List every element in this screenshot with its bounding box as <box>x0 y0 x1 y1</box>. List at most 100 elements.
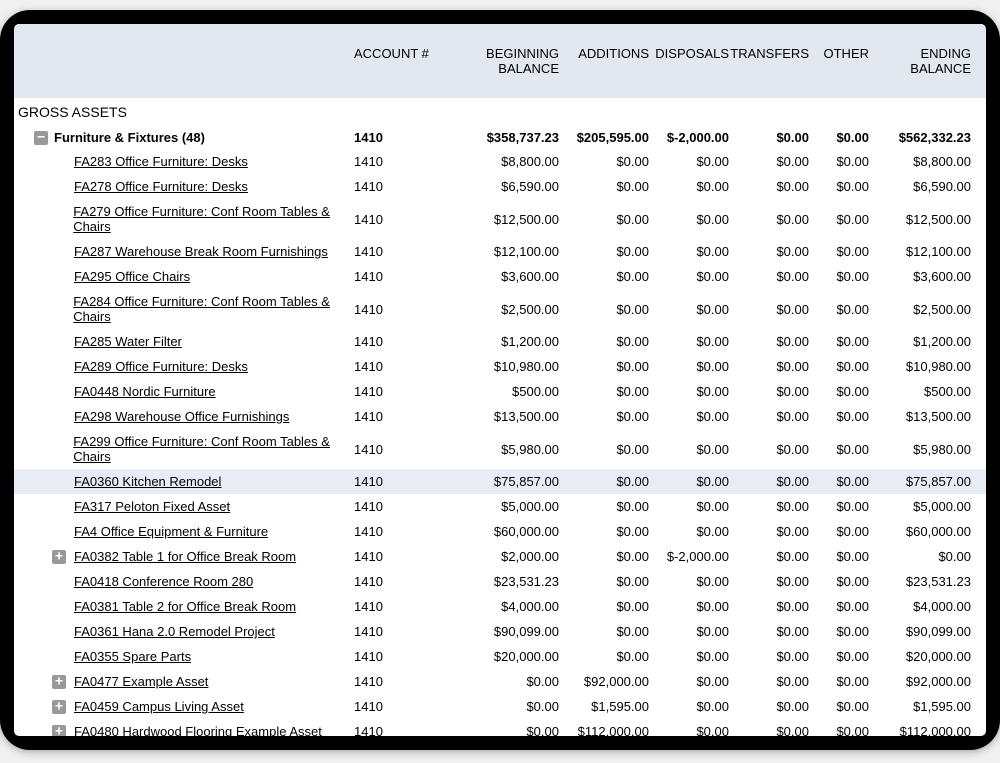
asset-name-cell: FA0355 Spare Parts <box>14 649 354 664</box>
asset-link[interactable]: FA283 Office Furniture: Desks <box>74 154 248 169</box>
cell-ending: $0.00 <box>869 549 979 564</box>
cell-other: $0.00 <box>809 409 869 424</box>
asset-link[interactable]: FA0448 Nordic Furniture <box>74 384 216 399</box>
cell-disposals: $0.00 <box>649 524 729 539</box>
cell-transfers: $0.00 <box>729 179 809 194</box>
header-additions: ADDITIONS <box>559 46 649 76</box>
asset-name-cell: + FA0382 Table 1 for Office Break Room <box>14 549 354 564</box>
cell-beginning: $13,500.00 <box>444 409 559 424</box>
table-row[interactable]: FA0360 Kitchen Remodel1410$75,857.00$0.0… <box>14 469 986 494</box>
cell-beginning: $20,000.00 <box>444 649 559 664</box>
table-row[interactable]: FA279 Office Furniture: Conf Room Tables… <box>14 199 986 239</box>
table-row[interactable]: FA284 Office Furniture: Conf Room Tables… <box>14 289 986 329</box>
collapse-icon[interactable]: − <box>34 131 48 145</box>
cell-additions: $0.00 <box>559 302 649 317</box>
cell-disposals: $0.00 <box>649 154 729 169</box>
expand-icon[interactable]: + <box>52 550 66 564</box>
expand-icon[interactable]: + <box>52 725 66 737</box>
asset-link[interactable]: FA0361 Hana 2.0 Remodel Project <box>74 624 275 639</box>
table-row[interactable]: FA0448 Nordic Furniture1410$500.00$0.00$… <box>14 379 986 404</box>
category-row[interactable]: − Furniture & Fixtures (48) 1410 $358,73… <box>14 126 986 149</box>
asset-link[interactable]: FA0382 Table 1 for Office Break Room <box>74 549 296 564</box>
cell-other: $0.00 <box>809 359 869 374</box>
table-body: GROSS ASSETS − Furniture & Fixtures (48)… <box>14 98 986 736</box>
asset-link[interactable]: FA287 Warehouse Break Room Furnishings <box>74 244 328 259</box>
cell-beginning: $12,500.00 <box>444 212 559 227</box>
cell-transfers: $0.00 <box>729 244 809 259</box>
icon-spacer <box>52 525 66 539</box>
asset-link[interactable]: FA285 Water Filter <box>74 334 182 349</box>
cell-other: $0.00 <box>809 384 869 399</box>
table-row[interactable]: FA298 Warehouse Office Furnishings1410$1… <box>14 404 986 429</box>
cell-transfers: $0.00 <box>729 524 809 539</box>
asset-link[interactable]: FA289 Office Furniture: Desks <box>74 359 248 374</box>
table-row[interactable]: FA285 Water Filter1410$1,200.00$0.00$0.0… <box>14 329 986 354</box>
cell-disposals: $0.00 <box>649 474 729 489</box>
section-title: GROSS ASSETS <box>14 98 986 126</box>
cell-ending: $112,000.00 <box>869 724 979 736</box>
cell-other: $0.00 <box>809 649 869 664</box>
cell-beginning: $2,500.00 <box>444 302 559 317</box>
icon-spacer <box>52 155 66 169</box>
icon-spacer <box>52 410 66 424</box>
cell-ending: $1,595.00 <box>869 699 979 714</box>
asset-name-cell: FA299 Office Furniture: Conf Room Tables… <box>14 434 354 464</box>
asset-link[interactable]: FA295 Office Chairs <box>74 269 190 284</box>
icon-spacer <box>52 442 65 456</box>
asset-link[interactable]: FA298 Warehouse Office Furnishings <box>74 409 289 424</box>
cell-disposals: $0.00 <box>649 244 729 259</box>
cell-beginning: $0.00 <box>444 699 559 714</box>
asset-link[interactable]: FA0360 Kitchen Remodel <box>74 474 221 489</box>
table-row[interactable]: FA0355 Spare Parts1410$20,000.00$0.00$0.… <box>14 644 986 669</box>
cell-transfers: $0.00 <box>729 624 809 639</box>
table-row[interactable]: +FA0382 Table 1 for Office Break Room141… <box>14 544 986 569</box>
cell-disposals: $0.00 <box>649 674 729 689</box>
cell-beginning: $90,099.00 <box>444 624 559 639</box>
asset-link[interactable]: FA317 Peloton Fixed Asset <box>74 499 230 514</box>
asset-link[interactable]: FA279 Office Furniture: Conf Room Tables… <box>73 204 354 234</box>
expand-icon[interactable]: + <box>52 675 66 689</box>
asset-link[interactable]: FA0418 Conference Room 280 <box>74 574 253 589</box>
asset-name-cell: + FA0480 Hardwood Flooring Example Asset <box>14 724 354 736</box>
cell-beginning: $10,980.00 <box>444 359 559 374</box>
asset-name-cell: + FA0477 Example Asset <box>14 674 354 689</box>
asset-name-cell: FA317 Peloton Fixed Asset <box>14 499 354 514</box>
cell-account: 1410 <box>354 269 444 284</box>
cell-other: $0.00 <box>809 499 869 514</box>
table-row[interactable]: FA287 Warehouse Break Room Furnishings14… <box>14 239 986 264</box>
cell-additions: $0.00 <box>559 442 649 457</box>
cell-disposals: $0.00 <box>649 384 729 399</box>
asset-link[interactable]: FA0381 Table 2 for Office Break Room <box>74 599 296 614</box>
cell-additions: $0.00 <box>559 624 649 639</box>
cell-disposals: $-2,000.00 <box>649 549 729 564</box>
asset-link[interactable]: FA4 Office Equipment & Furniture <box>74 524 268 539</box>
table-row[interactable]: FA278 Office Furniture: Desks1410$6,590.… <box>14 174 986 199</box>
asset-link[interactable]: FA0477 Example Asset <box>74 674 208 689</box>
cell-disposals: $0.00 <box>649 442 729 457</box>
asset-link[interactable]: FA0355 Spare Parts <box>74 649 191 664</box>
table-row[interactable]: FA283 Office Furniture: Desks1410$8,800.… <box>14 149 986 174</box>
cell-ending: $60,000.00 <box>869 524 979 539</box>
table-row[interactable]: FA0418 Conference Room 2801410$23,531.23… <box>14 569 986 594</box>
asset-link[interactable]: FA284 Office Furniture: Conf Room Tables… <box>73 294 354 324</box>
table-row[interactable]: FA317 Peloton Fixed Asset1410$5,000.00$0… <box>14 494 986 519</box>
cell-transfers: $0.00 <box>729 442 809 457</box>
table-row[interactable]: FA299 Office Furniture: Conf Room Tables… <box>14 429 986 469</box>
header-spacer <box>14 46 354 76</box>
table-row[interactable]: + FA0459 Campus Living Asset 1410$0.00 $1,5… <box>14 694 986 719</box>
asset-link[interactable]: FA0480 Hardwood Flooring Example Asset <box>74 724 322 736</box>
table-row[interactable]: +FA0477 Example Asset1410$0.00$92,000.00… <box>14 669 986 694</box>
table-row[interactable]: FA4 Office Equipment & Furniture1410$60,… <box>14 519 986 544</box>
asset-link[interactable]: FA278 Office Furniture: Desks <box>74 179 248 194</box>
table-row[interactable]: FA0361 Hana 2.0 Remodel Project1410$90,0… <box>14 619 986 644</box>
asset-name-cell: FA0360 Kitchen Remodel <box>14 474 354 489</box>
asset-name-cell: FA0448 Nordic Furniture <box>14 384 354 399</box>
table-row[interactable]: FA295 Office Chairs1410$3,600.00$0.00$0.… <box>14 264 986 289</box>
asset-link[interactable]: FA0459 Campus Living Asset <box>74 699 244 714</box>
table-row[interactable]: FA0381 Table 2 for Office Break Room1410… <box>14 594 986 619</box>
table-row[interactable]: FA289 Office Furniture: Desks1410$10,980… <box>14 354 986 379</box>
asset-link[interactable]: FA299 Office Furniture: Conf Room Tables… <box>73 434 354 464</box>
expand-icon[interactable]: + <box>52 700 66 714</box>
table-row[interactable]: +FA0480 Hardwood Flooring Example Asset1… <box>14 719 986 736</box>
cell-account: 1410 <box>354 699 444 714</box>
